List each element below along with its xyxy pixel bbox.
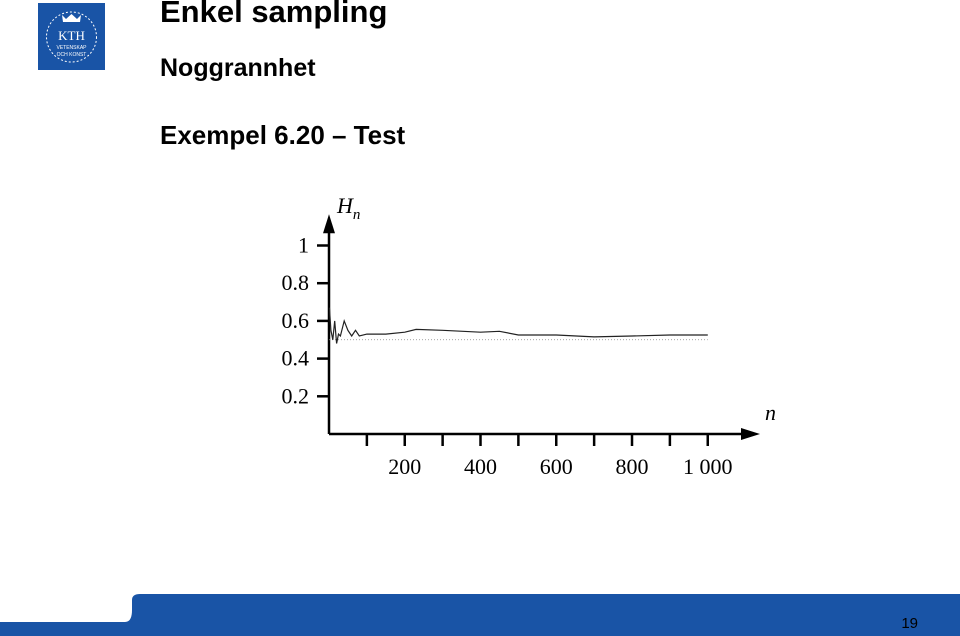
y-axis-arrow — [323, 214, 335, 234]
x-tick-label: 400 — [464, 454, 497, 479]
slide-title: Enkel sampling — [160, 0, 388, 29]
logo-text: KTH — [58, 28, 85, 43]
x-tick-label: 200 — [388, 454, 421, 479]
y-tick-label: 1 — [298, 233, 309, 258]
slide-heading: Exempel 6.20 – Test — [160, 120, 406, 150]
y-tick-label: 0.4 — [282, 346, 310, 371]
x-tick-label: 800 — [616, 454, 649, 479]
logo-text: VETENSKAP — [56, 45, 87, 51]
footer-band — [0, 594, 960, 636]
y-label-main: H — [336, 193, 354, 218]
page-number: 19 — [901, 615, 918, 632]
x-tick-label: 600 — [540, 454, 573, 479]
x-axis-arrow — [741, 428, 760, 440]
y-tick-label: 0.8 — [282, 270, 310, 295]
x-tick-label: 1 000 — [683, 454, 733, 479]
y-axis-label: Hn — [336, 193, 360, 223]
slide-subtitle: Noggrannhet — [160, 54, 316, 82]
x-axis-label: n — [765, 400, 776, 425]
y-tick-label: 0.2 — [282, 383, 310, 408]
logo-ring — [46, 11, 97, 63]
y-tick-label: 0.6 — [282, 308, 310, 333]
logo-text: OCH KONST — [57, 52, 87, 58]
y-label-sub: n — [353, 207, 361, 223]
data-line — [328, 307, 708, 344]
logo-crown — [62, 14, 81, 22]
